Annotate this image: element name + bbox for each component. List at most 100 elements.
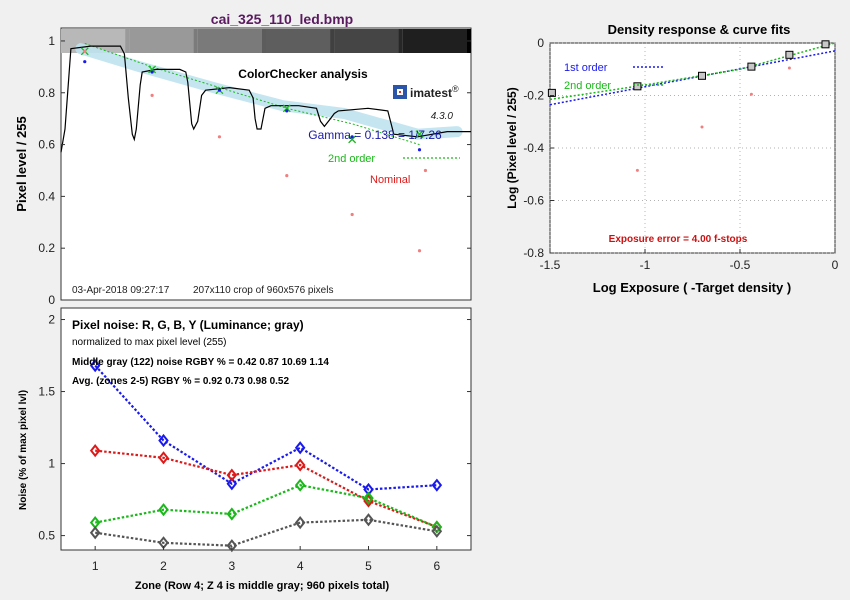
y-tick-label: 0 bbox=[537, 36, 544, 50]
nominal-dot bbox=[635, 168, 639, 172]
y-tick-label: -0.4 bbox=[523, 141, 544, 155]
noise-ticks: 1 2 3 4 5 6 0.5 1 1.5 2 bbox=[38, 313, 471, 573]
gray-strip-edge bbox=[193, 29, 198, 53]
noise-diamond-marker bbox=[89, 444, 101, 458]
noise-series-line bbox=[94, 364, 437, 491]
y-tick-label: 0.8 bbox=[38, 86, 55, 100]
x-tick-label: -1.5 bbox=[540, 258, 561, 272]
noise-diamond-marker bbox=[431, 520, 443, 534]
gray-strip-edge bbox=[330, 29, 335, 53]
exposure-error-text: Exposure error = 4.00 f-stops bbox=[609, 234, 748, 245]
noise-y-label: Noise (% of max pixel lvl) bbox=[18, 390, 29, 510]
noise-diamond-marker bbox=[158, 433, 169, 448]
analysis-y-label: Pixel level / 255 bbox=[14, 116, 29, 211]
nominal-dot bbox=[217, 135, 222, 139]
density-square-marker bbox=[547, 88, 556, 97]
blue-dot bbox=[150, 70, 154, 74]
noise-diamond-marker bbox=[294, 441, 306, 455]
pixel-profile-line bbox=[60, 45, 471, 153]
gray-strip-patch bbox=[197, 29, 266, 53]
blue-dot bbox=[83, 60, 87, 64]
imatest-brand-name: imatest bbox=[410, 86, 452, 100]
noise-series-line bbox=[95, 518, 437, 547]
imatest-logo: imatest ® 4.3.0 bbox=[393, 84, 459, 122]
y-tick-label: 1 bbox=[48, 457, 55, 471]
nominal-dot bbox=[423, 168, 428, 173]
blue-dot bbox=[285, 109, 289, 113]
blue-dot bbox=[417, 148, 422, 152]
blue-dot bbox=[217, 88, 222, 92]
density-square-marker bbox=[821, 40, 830, 49]
noise-note-average: Avg. (zones 2-5) RGBY % = 0.92 0.73 0.98… bbox=[72, 376, 289, 387]
imatest-brand-registered: ® bbox=[452, 84, 459, 94]
y-tick-label: -0.8 bbox=[523, 246, 544, 260]
noise-diamond-marker bbox=[431, 478, 443, 492]
y-tick-label: 0.6 bbox=[38, 138, 55, 152]
nominal-dot bbox=[83, 49, 87, 53]
x-tick-label: -0.5 bbox=[730, 258, 751, 272]
legend-first-order: 1st order bbox=[564, 62, 608, 74]
blue-dot bbox=[350, 135, 354, 139]
noise-diamond-marker bbox=[226, 477, 238, 491]
nominal-dot bbox=[700, 125, 704, 129]
second-order-label: 2nd order bbox=[328, 153, 375, 165]
density-square-marker bbox=[785, 50, 794, 59]
analysis-plot-area bbox=[60, 27, 472, 301]
y-tick-label: 0.2 bbox=[38, 241, 55, 255]
density-markers bbox=[547, 40, 830, 172]
gray-strip-patch bbox=[266, 29, 335, 53]
x-tick-label: -1 bbox=[640, 258, 651, 272]
noise-diamond-marker bbox=[294, 478, 306, 492]
analysis-panel: 0 0.2 0.4 0.6 0.8 1 ColorChecker analysis Gam… bbox=[14, 27, 472, 307]
noise-subtitle: normalized to max pixel level (255) bbox=[72, 337, 227, 348]
measured-marker bbox=[148, 65, 157, 74]
gray-strip-patch bbox=[402, 29, 471, 53]
nominal-dot bbox=[749, 92, 753, 96]
nominal-label: Nominal bbox=[370, 174, 410, 186]
y-tick-label: 1.5 bbox=[38, 385, 55, 399]
analysis-markers bbox=[80, 47, 428, 253]
noise-diamond-marker bbox=[226, 468, 238, 482]
analysis-title: ColorChecker analysis bbox=[238, 67, 368, 81]
noise-diamond-marker bbox=[226, 507, 238, 521]
file-title: cai_325_110_led.bmp bbox=[211, 11, 353, 27]
y-tick-label: 0 bbox=[48, 293, 55, 307]
nominal-dot bbox=[787, 66, 791, 70]
nominal-dot bbox=[285, 174, 289, 178]
noise-diamond-marker bbox=[294, 516, 306, 530]
nominal-dot bbox=[150, 93, 154, 97]
noise-diamond-marker bbox=[89, 526, 101, 540]
footer-date: 03-Apr-2018 09:27:17 bbox=[72, 285, 170, 296]
noise-series bbox=[89, 359, 443, 553]
noise-diamond-marker bbox=[363, 513, 374, 527]
density-square-marker bbox=[747, 62, 756, 71]
measured-marker bbox=[348, 135, 357, 144]
noise-plot-area bbox=[60, 307, 472, 551]
gray-strip-patch bbox=[129, 29, 198, 53]
y-tick-label: -0.2 bbox=[523, 89, 544, 103]
density-square-marker bbox=[633, 82, 642, 91]
x-tick-label: 6 bbox=[433, 559, 440, 573]
y-tick-label: 2 bbox=[48, 313, 55, 327]
measured-marker bbox=[415, 130, 424, 139]
gamma-text: Gamma = 0.138 = 1/7.26 bbox=[308, 128, 442, 142]
y-tick-label: 0.4 bbox=[38, 189, 55, 203]
gray-strip-edge bbox=[398, 29, 403, 53]
density-x-label: Log Exposure ( -Target density ) bbox=[593, 280, 791, 295]
y-tick-label: -0.6 bbox=[523, 194, 544, 208]
noise-diamond-marker bbox=[294, 458, 306, 472]
noise-diamond-marker bbox=[226, 539, 238, 553]
noise-title: Pixel noise: R, G, B, Y (Luminance; gray… bbox=[72, 318, 304, 332]
x-tick-label: 4 bbox=[297, 559, 304, 573]
x-tick-label: 0 bbox=[832, 258, 839, 272]
noise-diamond-marker bbox=[89, 359, 101, 373]
analysis-y-ticks: 0 0.2 0.4 0.6 0.8 1 bbox=[38, 34, 471, 307]
measured-marker bbox=[282, 104, 291, 113]
noise-series-line bbox=[94, 484, 438, 529]
gray-strip-edge bbox=[262, 29, 266, 53]
nominal-dot bbox=[350, 212, 354, 217]
x-tick-label: 1 bbox=[92, 559, 99, 573]
noise-diamond-marker bbox=[158, 503, 169, 517]
nominal-dot bbox=[417, 249, 422, 253]
